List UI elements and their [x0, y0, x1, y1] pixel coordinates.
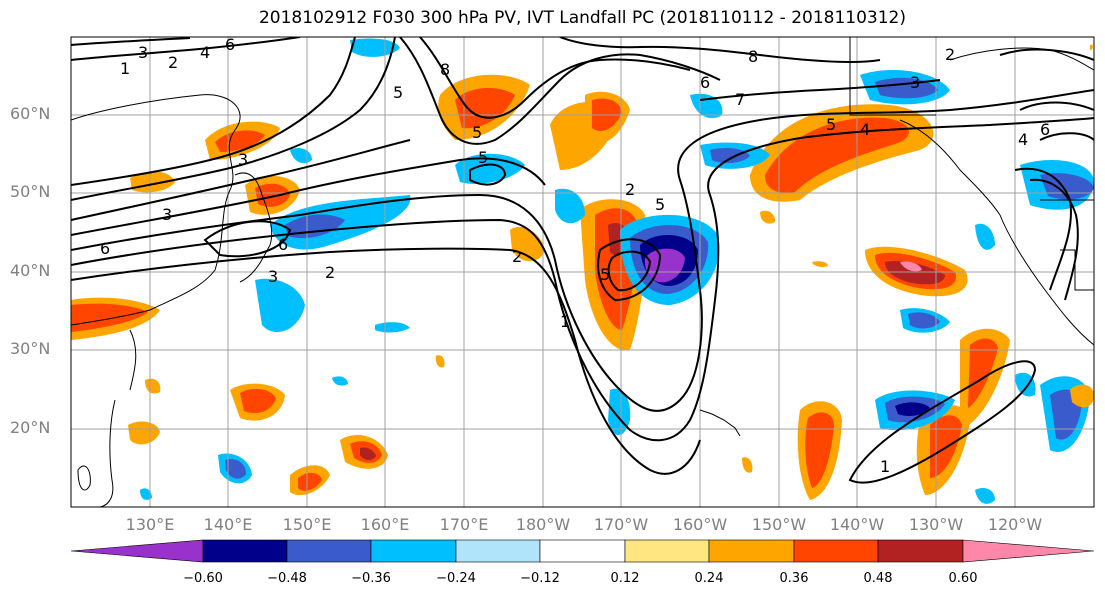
contour-label: 5: [478, 148, 488, 167]
contour-label: 3: [238, 150, 248, 169]
colorbar-tick-label: 0.24: [694, 571, 724, 586]
colorbar-tick-label: −0.48: [267, 571, 307, 586]
contour-label: 3: [162, 205, 172, 224]
colorbar-tick-label: −0.36: [351, 571, 391, 586]
map-figure: 1 2 3 4 6 6 3 3 2 3 6 8 5 5 5 2 1 2 5 5 …: [70, 35, 1095, 508]
contour-label: 1: [880, 457, 890, 476]
coastlines: [71, 37, 1094, 507]
contour-label: 6: [1040, 120, 1050, 139]
contour-label: 2: [168, 53, 178, 72]
contour-label: 6: [100, 239, 110, 258]
contour-label: 1: [560, 312, 570, 331]
contour-label: 8: [748, 47, 758, 66]
colorbar-tick-label: −0.12: [520, 571, 560, 586]
colorbar-tick-label: 0.12: [610, 571, 640, 586]
contour-label: 5: [472, 123, 482, 142]
lon-label: 180°W: [515, 515, 571, 534]
contour-label: 3: [138, 43, 148, 62]
map-title: 2018102912 F030 300 hPa PV, IVT Landfall…: [258, 8, 906, 28]
contour-label: 4: [200, 43, 210, 62]
lon-label: 170°E: [439, 515, 489, 534]
lon-label: 150°W: [751, 515, 807, 534]
contour-label: 4: [1018, 130, 1028, 149]
lon-label: 120°W: [987, 515, 1043, 534]
contour-label: 4: [860, 120, 870, 139]
contour-label: 3: [268, 267, 278, 286]
contour-label: 8: [440, 60, 450, 79]
colorbar-tick-label: 0.36: [779, 571, 809, 586]
lat-label: 20°N: [10, 418, 51, 437]
lon-label: 160°W: [672, 515, 728, 534]
contour-label: 2: [325, 263, 335, 282]
lon-label: 140°W: [829, 515, 885, 534]
contour-label: 3: [910, 73, 920, 92]
contour-label: 6: [278, 235, 288, 254]
lon-label: 130°W: [908, 515, 964, 534]
contour-label: 2: [512, 247, 522, 266]
contour-label: 2: [945, 45, 955, 64]
contour-label: 6: [700, 73, 710, 92]
lon-label: 170°W: [593, 515, 649, 534]
pv-contours: [71, 37, 1094, 484]
lat-label: 40°N: [10, 261, 51, 280]
lon-label: 140°E: [203, 515, 253, 534]
colorbar-tick-label: 0.48: [863, 571, 893, 586]
lat-label: 30°N: [10, 339, 51, 358]
contour-label: 5: [826, 115, 836, 134]
contour-labels: 1 2 3 4 6 6 3 3 2 3 6 8 5 5 5 2 1 2 5 5 …: [100, 35, 1050, 476]
colorbar-tick-label: −0.60: [183, 571, 223, 586]
lat-label: 50°N: [10, 182, 51, 201]
lon-label: 150°E: [282, 515, 332, 534]
colorbar-tick-label: −0.24: [436, 571, 476, 586]
contour-label: 5: [600, 265, 610, 284]
lon-label: 130°E: [125, 515, 175, 534]
contour-label: 5: [655, 195, 665, 214]
contour-label: 1: [120, 59, 130, 78]
contour-label: 5: [393, 83, 403, 102]
contour-label: 6: [225, 35, 235, 54]
contour-label: 7: [735, 90, 745, 109]
lat-label: 60°N: [10, 104, 51, 123]
map-frame: [70, 36, 1095, 508]
contour-label: 2: [625, 180, 635, 199]
pv-anomaly-shading: [71, 38, 1094, 504]
colorbar-tick-label: 0.60: [948, 571, 978, 586]
lon-label: 160°E: [360, 515, 410, 534]
